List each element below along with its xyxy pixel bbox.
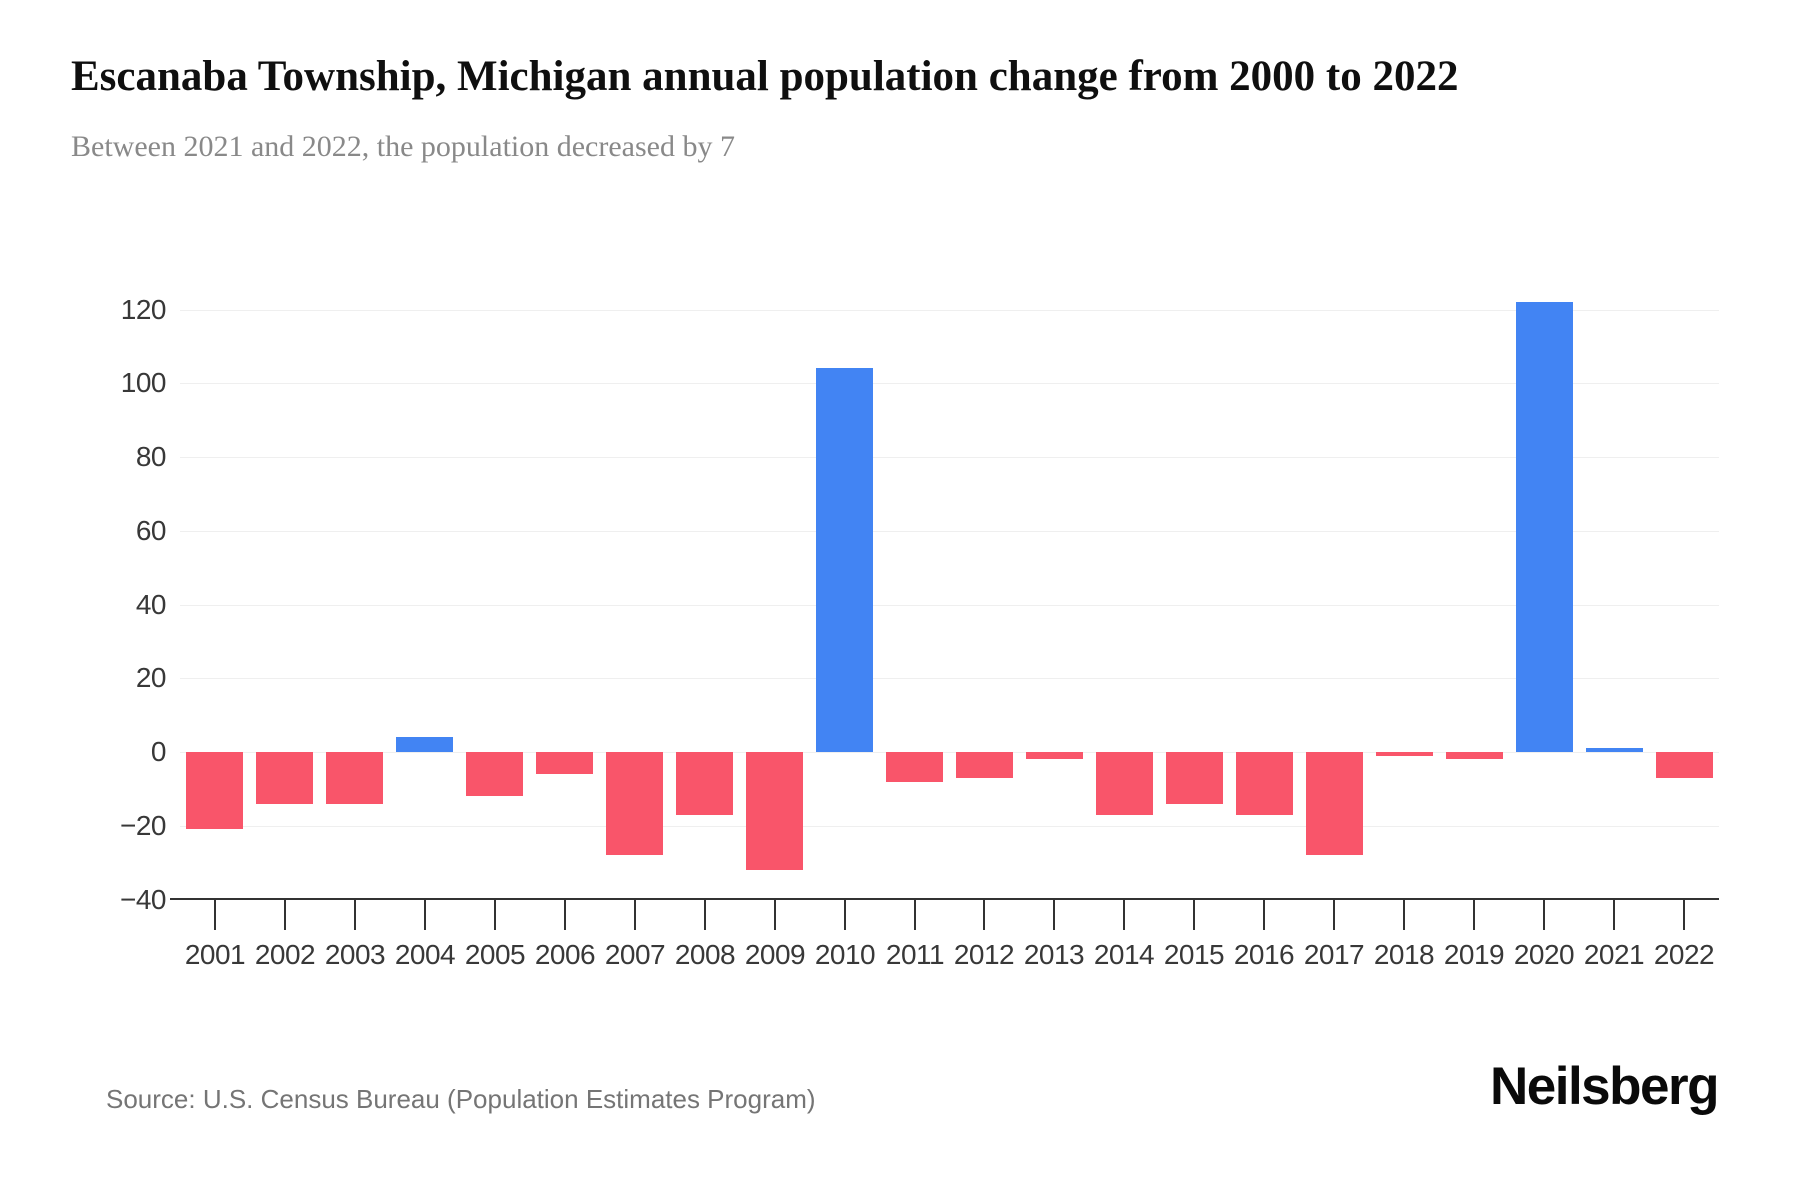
gridline-80 (180, 457, 1719, 458)
x-axis-label-2017: 2017 (1303, 939, 1365, 970)
bar-2009[interactable] (746, 752, 803, 870)
y-axis-label-40: 40 (135, 589, 167, 620)
x-tick-2009 (774, 900, 776, 930)
x-axis-label-2010: 2010 (814, 939, 876, 970)
x-axis-label-2004: 2004 (394, 939, 456, 970)
bar-2019[interactable] (1446, 752, 1503, 759)
x-axis-label-2002: 2002 (254, 939, 316, 970)
x-axis-label-2014: 2014 (1093, 939, 1155, 970)
x-tick-2004 (424, 900, 426, 930)
gridline-0 (180, 752, 1719, 753)
x-axis-label-2020: 2020 (1513, 939, 1575, 970)
y-axis-label-120: 120 (120, 294, 167, 325)
x-axis-label-2003: 2003 (324, 939, 386, 970)
x-axis-label-2016: 2016 (1233, 939, 1295, 970)
x-tick-2022 (1683, 900, 1685, 930)
bar-2004[interactable] (396, 737, 453, 752)
bar-2005[interactable] (466, 752, 523, 796)
x-tick-2018 (1403, 900, 1405, 930)
x-tick-2021 (1613, 900, 1615, 930)
y-axis-label-60: 60 (135, 515, 167, 546)
x-tick-2017 (1333, 900, 1335, 930)
x-axis-label-2006: 2006 (534, 939, 596, 970)
gridline-40 (180, 605, 1719, 606)
bar-2015[interactable] (1166, 752, 1223, 804)
bar-2006[interactable] (536, 752, 593, 774)
x-axis-label-2012: 2012 (953, 939, 1015, 970)
bar-2017[interactable] (1306, 752, 1363, 855)
bar-2011[interactable] (886, 752, 943, 782)
bar-2012[interactable] (956, 752, 1013, 778)
x-tick-2001 (214, 900, 216, 930)
bar-2021[interactable] (1586, 748, 1643, 752)
x-tick-2016 (1263, 900, 1265, 930)
x-axis-label-2001: 2001 (184, 939, 246, 970)
bar-2016[interactable] (1236, 752, 1293, 815)
x-tick-2012 (983, 900, 985, 930)
bar-2013[interactable] (1026, 752, 1083, 759)
x-axis-label-2005: 2005 (464, 939, 526, 970)
x-tick-2013 (1053, 900, 1055, 930)
bar-2014[interactable] (1096, 752, 1153, 815)
x-tick-2003 (354, 900, 356, 930)
chart-title: Escanaba Township, Michigan annual popul… (71, 53, 1459, 100)
gridline-60 (180, 531, 1719, 532)
y-axis-label-100: 100 (120, 367, 167, 398)
bar-2007[interactable] (606, 752, 663, 855)
gridline--20 (180, 826, 1719, 827)
x-tick-2010 (844, 900, 846, 930)
x-tick-2019 (1473, 900, 1475, 930)
x-axis-label-2019: 2019 (1443, 939, 1505, 970)
x-axis-label-2008: 2008 (674, 939, 736, 970)
bar-2010[interactable] (816, 368, 873, 752)
x-tick-2008 (704, 900, 706, 930)
neilsberg-logo: Neilsberg (1489, 1057, 1720, 1116)
x-axis-label-2018: 2018 (1373, 939, 1435, 970)
x-tick-2005 (494, 900, 496, 930)
gridline-120 (180, 310, 1719, 311)
x-axis-label-2007: 2007 (604, 939, 666, 970)
bar-2008[interactable] (676, 752, 733, 815)
gridline-100 (180, 383, 1719, 384)
bar-2001[interactable] (186, 752, 243, 829)
x-tick-2011 (914, 900, 916, 930)
bar-2022[interactable] (1656, 752, 1713, 778)
x-tick-2014 (1123, 900, 1125, 930)
x-axis-label-2021: 2021 (1583, 939, 1645, 970)
gridline-20 (180, 678, 1719, 679)
x-axis-label-2015: 2015 (1163, 939, 1225, 970)
x-tick-2002 (284, 900, 286, 930)
source-note: Source: U.S. Census Bureau (Population E… (106, 1084, 816, 1114)
bar-2003[interactable] (326, 752, 383, 804)
x-tick-2020 (1543, 900, 1545, 930)
x-tick-2006 (564, 900, 566, 930)
x-axis-label-2013: 2013 (1023, 939, 1085, 970)
x-axis-label-2009: 2009 (744, 939, 806, 970)
bar-2002[interactable] (256, 752, 313, 804)
y-axis-label-80: 80 (135, 441, 167, 472)
y-axis-label--20: −20 (120, 810, 167, 841)
chart-subtitle: Between 2021 and 2022, the population de… (71, 130, 735, 163)
x-axis-label-2011: 2011 (885, 939, 945, 970)
bar-2020[interactable] (1516, 302, 1573, 752)
x-axis-label-2022: 2022 (1653, 939, 1715, 970)
bar-2018[interactable] (1376, 752, 1433, 756)
y-axis-label-0: 0 (150, 736, 167, 767)
x-axis-line (170, 898, 1719, 900)
x-tick-2007 (634, 900, 636, 930)
y-axis-label--40: −40 (120, 884, 167, 915)
y-axis-label-20: 20 (135, 662, 167, 693)
x-tick-2015 (1193, 900, 1195, 930)
